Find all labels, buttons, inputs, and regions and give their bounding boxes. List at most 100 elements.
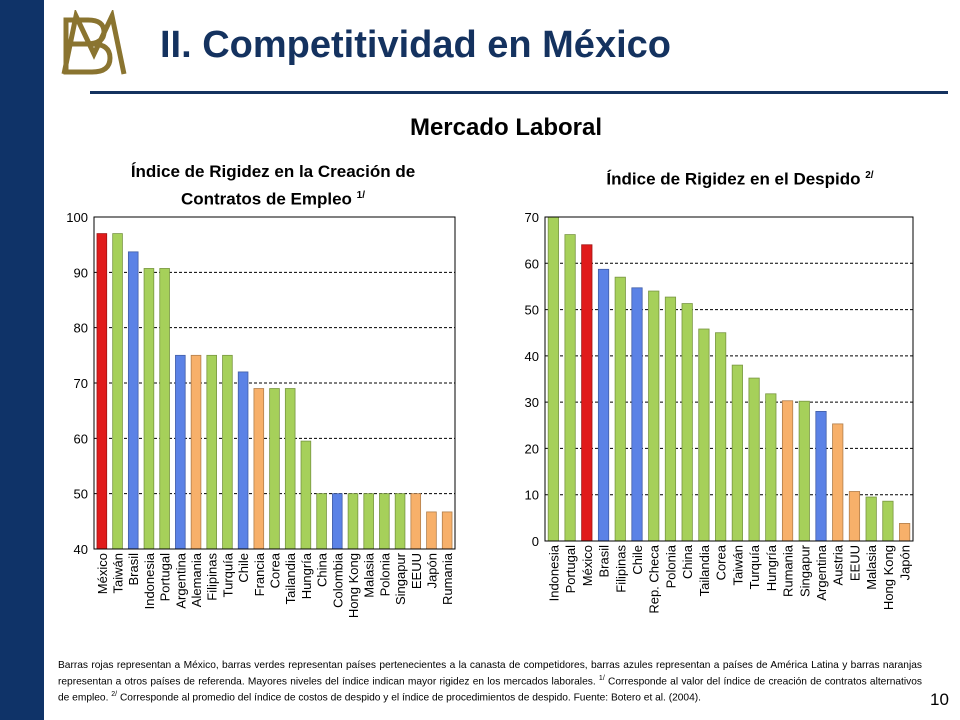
chart1-bar [160,268,170,549]
chart2-category-label: Singapur [797,544,812,597]
chart2-bar [782,401,792,541]
chart1-bar [223,355,233,549]
chart2-category-label: Indonesia [546,544,561,601]
page-number: 10 [930,690,949,710]
chart1-category-label: Filipinas [205,553,220,601]
chart2-bar [649,291,659,541]
chart2-bar [565,235,575,541]
chart2-bar [749,378,759,541]
footnote-sup2: 2/ [111,691,117,698]
chart1-category-label: Portugal [158,553,173,602]
footnote-note2: Corresponde al promedio del índice de co… [120,693,701,704]
chart1-bar [113,234,123,549]
chart2-bar [766,394,776,541]
chart1-bar [144,268,154,549]
chart2-bar [699,329,709,541]
chart2-ytick-label: 40 [525,349,539,364]
chart2-category-label: Hong Kong [881,545,896,610]
chart1-bar [175,355,185,549]
chart2-category-label: Chile [630,545,645,575]
chart2-category-label: Japón [898,545,913,580]
chart2-bar [615,277,625,541]
chart1-category-label: EEUU [409,553,424,589]
chart2-category-label: México [580,545,595,586]
chart2-bar [582,245,592,541]
chart1-ytick-label: 100 [66,210,88,225]
chart1-category-label: China [315,552,330,587]
chart1-bar [380,494,390,549]
chart2-category-label: Hungría [764,544,779,591]
chart2-category-label: Turquía [747,544,762,589]
chart1-category-label: Indonesia [142,552,157,609]
chart2-category-label: Taiwán [730,545,745,585]
chart1-category-label: México [95,553,110,594]
chart2-category-label: Austria [831,544,846,585]
chart1-bar [348,494,358,549]
chart1-ytick-label: 50 [74,487,88,502]
chart1-bar [270,389,280,549]
chart1-category-label: Malasia [362,552,377,598]
chart1-bar [317,494,327,549]
chart2-category-label: Corea [714,544,729,580]
chart1-bar [332,494,342,549]
chart2-bar [833,424,843,541]
chart2-bar [816,411,826,541]
chart2-category-label: Argentina [814,544,829,600]
chart1-bar [427,512,437,549]
chart1-ytick-label: 40 [74,542,88,557]
chart2-bar [715,333,725,541]
chart2-bar [665,297,675,541]
chart2-bar [799,401,809,541]
chart1-category-label: Francia [252,552,267,596]
chart2-category-label: Tailandia [697,544,712,596]
chart1-bar [238,372,248,549]
chart2-bar [682,304,692,541]
chart2-category-label: Brasil [597,545,612,578]
chart2-bar [632,288,642,541]
chart1-bar [191,355,201,549]
chart2-bar [849,491,859,541]
chart2-bar [548,217,558,541]
chart1-bar [207,355,217,549]
chart1-category-label: Hong Kong [346,553,361,618]
chart1-category-label: Japón [424,553,439,588]
chart2-ytick-label: 0 [532,534,539,549]
bar-charts: 405060708090100México Taiwán Brasil Indones… [0,0,960,720]
chart1-category-label: Polonia [377,552,392,596]
chart1-category-label: Alemania [189,552,204,607]
chart2-category-label: Rep. Checa [647,544,662,613]
chart1-ytick-label: 70 [74,376,88,391]
chart2-ytick-label: 10 [525,488,539,503]
chart2-ytick-label: 50 [525,303,539,318]
chart1-bar [301,441,311,549]
chart1-category-label: Argentina [173,552,188,608]
chart1-bar [395,494,405,549]
chart1-ytick-label: 90 [74,265,88,280]
chart2-bar [866,497,876,541]
chart2-bar [899,523,909,541]
footnote: Barras rojas representan a México, barra… [58,659,922,705]
chart1-bar [97,234,107,549]
chart1-category-label: Brasil [126,553,141,586]
chart1-category-label: Tailandia [283,552,298,604]
chart1-ytick-label: 60 [74,431,88,446]
chart1-bar [411,494,421,549]
chart2-bar [883,501,893,541]
chart1-category-label: Turquía [220,552,235,597]
chart2-category-label: Filipinas [613,545,628,593]
chart1-bar [128,252,138,549]
chart1-category-label: Singapur [393,552,408,605]
chart2-category-label: Polonia [663,544,678,588]
chart2-ytick-label: 60 [525,256,539,271]
chart2-category-label: EEUU [847,545,862,581]
chart1-category-label: Rumania [440,552,455,605]
chart2-ytick-label: 20 [525,441,539,456]
chart1-bar [285,389,295,549]
chart2-category-label: Rumania [781,544,796,597]
chart2-bar [732,365,742,541]
chart1-bar [442,512,452,549]
chart1-ytick-label: 80 [74,321,88,336]
chart2-bar [598,269,608,541]
chart2-category-label: Malasia [864,544,879,590]
chart2-category-label: China [680,544,695,579]
